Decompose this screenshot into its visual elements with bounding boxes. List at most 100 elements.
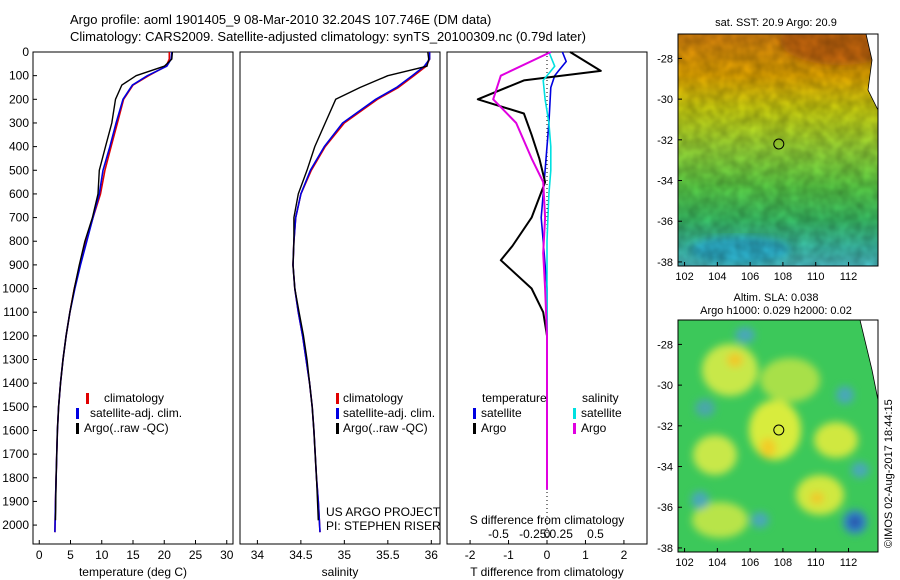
legend-label-temp-satellite: satellite — [481, 406, 522, 420]
y-tick-label: 500 — [9, 163, 29, 177]
x-tick-label: 35.5 — [376, 548, 400, 562]
legend-label-sal-argo: Argo — [581, 421, 607, 435]
s-tick-label: -0.25 — [519, 527, 547, 541]
legend-label-argo: Argo(..raw -QC) — [343, 421, 428, 435]
x-tick-label: 20 — [158, 548, 172, 562]
y-tick-label: 600 — [9, 187, 29, 201]
lat-tick-label: -36 — [657, 502, 673, 514]
series-line-argo-raw-qc- — [292, 51, 430, 521]
sst-texture — [678, 34, 878, 266]
legend-swatch-satellite — [336, 408, 339, 419]
legend-swatch-climatology — [86, 393, 89, 404]
legend-header-temperature: temperature — [482, 391, 547, 405]
s-tick-label: 0.25 — [550, 527, 574, 541]
legend-header-salinity: salinity — [582, 391, 619, 405]
legend-label-climatology: climatology — [104, 391, 164, 405]
y-tick-label: 1000 — [2, 282, 29, 296]
lon-tick-label: 112 — [840, 557, 858, 569]
series-line-argo-raw-qc- — [54, 51, 174, 521]
lat-tick-label: -30 — [657, 94, 673, 106]
y-tick-label: 800 — [9, 234, 29, 248]
salinity-axes-frame — [239, 51, 441, 545]
y-tick-label: 0 — [22, 45, 29, 59]
s-tick-label: -0.5 — [488, 527, 509, 541]
lon-tick-label: 102 — [675, 271, 693, 283]
lon-tick-label: 110 — [807, 557, 825, 569]
legend-label-climatology: climatology — [343, 391, 403, 405]
x-tick-label: 25 — [189, 548, 203, 562]
sla-map: Altim. SLA: 0.038 Argo h1000: 0.029 h200… — [657, 292, 879, 569]
temperature-xlabel: temperature (deg C) — [79, 565, 187, 579]
y-tick-label: 1700 — [2, 447, 29, 461]
salinity-xlabel: salinity — [322, 565, 359, 579]
lat-tick-label: -28 — [657, 53, 673, 65]
x-tick-label: 5 — [67, 548, 74, 562]
lat-tick-label: -36 — [657, 216, 673, 228]
lat-tick-label: -32 — [657, 421, 673, 433]
x-tick-label: 0 — [544, 548, 551, 562]
x-tick-label: 15 — [126, 548, 140, 562]
y-tick-label: 1400 — [2, 376, 29, 390]
sst-map: sat. SST: 20.9 Argo: 20.9 -28 -30 -32 -34 -3… — [657, 17, 879, 283]
legend-label-satellite: satellite-adj. clim. — [343, 406, 435, 420]
x-tick-label: 10 — [95, 548, 109, 562]
lat-tick-label: -38 — [657, 257, 673, 269]
y-tick-label: 1300 — [2, 353, 29, 367]
credit-text: US ARGO PROJECT — [326, 505, 441, 519]
s-difference-label: S difference from climatology — [470, 513, 625, 527]
s-tick-label: 0.5 — [587, 527, 604, 541]
y-tick-label: 1100 — [3, 305, 29, 319]
legend-label-argo: Argo(..raw -QC) — [84, 421, 169, 435]
x-tick-label: 30 — [220, 548, 234, 562]
lat-tick-label: -32 — [657, 135, 673, 147]
sst-map-title: sat. SST: 20.9 Argo: 20.9 — [715, 17, 837, 29]
y-tick-label: 1800 — [2, 471, 29, 485]
lat-tick-label: -28 — [657, 339, 673, 351]
figure-title-line1: Argo profile: aoml 1901405_9 08-Mar-2010… — [70, 12, 492, 27]
y-tick-label: 1200 — [2, 329, 29, 343]
y-tick-label: 1900 — [2, 494, 29, 508]
y-tick-label: 1500 — [2, 400, 29, 414]
t-difference-xlabel: T difference from climatology — [470, 565, 624, 579]
figure-title-line2: Climatology: CARS2009. Satellite-adjuste… — [70, 29, 586, 44]
legend-swatch-climatology — [336, 393, 339, 404]
legend-swatch-argo — [336, 423, 339, 434]
x-tick-label: -2 — [465, 548, 476, 562]
y-tick-label: 900 — [9, 258, 29, 272]
y-tick-label: 700 — [9, 211, 29, 225]
lon-tick-label: 108 — [774, 271, 792, 283]
lat-tick-label: -30 — [657, 380, 673, 392]
lon-tick-label: 104 — [708, 557, 726, 569]
lon-tick-label: 102 — [675, 557, 693, 569]
sla-map-frame — [677, 319, 879, 553]
sla-map-subtitle: Argo h1000: 0.029 h2000: 0.02 — [700, 305, 852, 317]
temperature-axes-frame — [32, 51, 234, 545]
x-tick-label: 2 — [621, 548, 628, 562]
legend-label-temp-argo: Argo — [481, 421, 507, 435]
sst-coastline — [865, 34, 878, 111]
argo-position-marker — [773, 424, 785, 436]
lon-tick-label: 108 — [774, 557, 792, 569]
legend-label-sal-satellite: satellite — [581, 406, 622, 420]
legend-swatch-satellite — [76, 408, 79, 419]
sla-coastline — [859, 320, 878, 401]
difference-panel: -2 -1 0 1 2-0.5 -0.250 0.25 0.5 T difference fr… — [446, 51, 648, 579]
legend-swatch-argo — [76, 423, 79, 434]
lon-tick-label: 112 — [840, 271, 858, 283]
temperature-panel: 0100200300400500600700800900100011001200… — [2, 45, 233, 579]
x-tick-label: 0 — [36, 548, 43, 562]
x-tick-label: -1 — [503, 548, 514, 562]
legend-swatch-sal-satellite — [573, 408, 576, 419]
x-tick-label: 1 — [582, 548, 589, 562]
lat-tick-label: -34 — [657, 176, 673, 188]
x-tick-label: 35 — [338, 548, 352, 562]
y-tick-label: 2000 — [2, 518, 29, 532]
legend-swatch-temp-satellite — [473, 408, 476, 419]
salinity-legend: climatology satellite-adj. clim. Argo(..… — [336, 391, 435, 435]
lat-tick-label: -38 — [657, 543, 673, 555]
sla-map-title: Altim. SLA: 0.038 — [734, 292, 819, 304]
legend-swatch-temp-argo — [473, 423, 476, 434]
y-tick-label: 300 — [9, 116, 29, 130]
imos-timestamp: ©IMOS 02-Aug-2017 18:44:15 — [883, 399, 895, 548]
